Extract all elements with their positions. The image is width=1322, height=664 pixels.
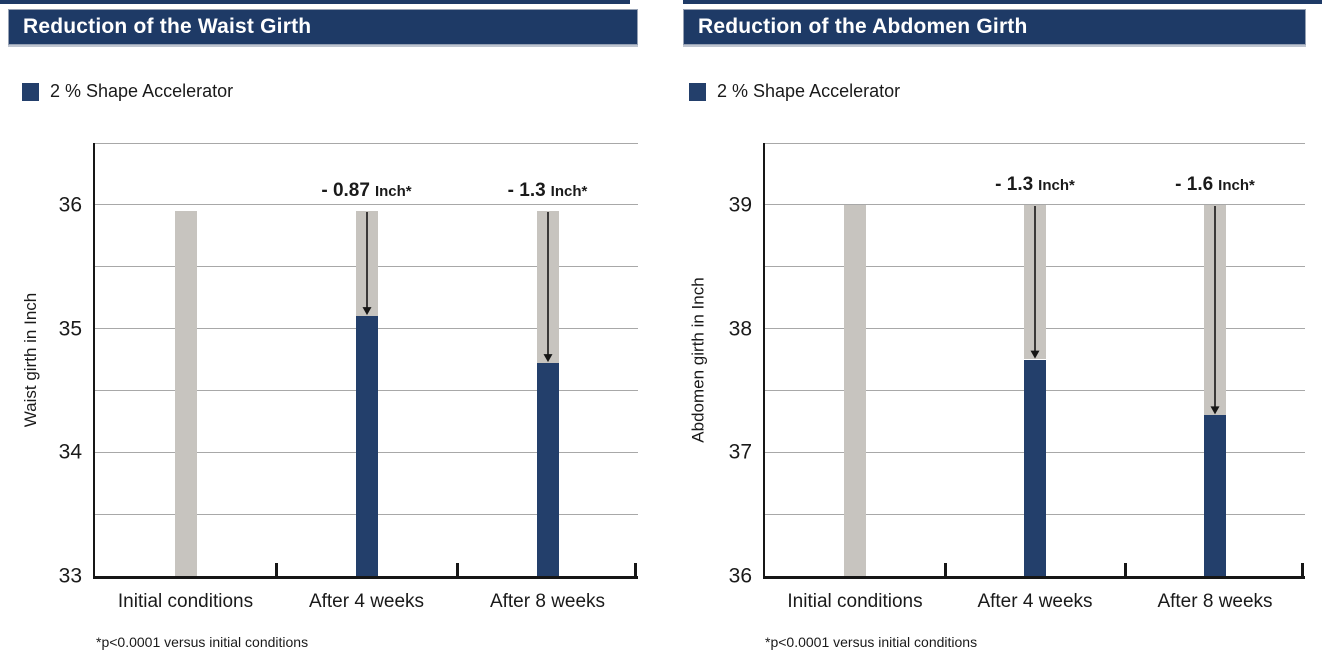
reduction-arrow-icon [543,212,552,363]
reduction-arrow-icon [1030,205,1040,359]
legend-swatch-icon [22,82,39,101]
y-axis-label-text: Abdomen girth in Inch [689,276,709,443]
footnote: *p<0.0001 versus initial conditions [765,634,978,650]
x-axis-tick [455,563,459,576]
legend-label: 2 % Shape Accelerator [717,81,901,101]
y-axis-tick-label: 39 [728,193,752,217]
bar-treated [1204,415,1226,576]
bar-treated [355,316,378,576]
plot-area: 36 37 38 39 Initial conditions - 1.3 Inch* Afte… [729,142,1305,612]
gridline [95,204,638,206]
waist-girth-chart: Waist girth in Inch 33 34 35 36 Initial cond… [0,0,660,664]
y-axis-tick-label: 36 [728,564,752,588]
bar-initial [844,204,866,576]
chart-title-bar: Reduction of the Abdomen Girth [683,9,1306,45]
footnote: *p<0.0001 versus initial conditions [96,634,309,650]
y-axis-tick-label: 35 [58,317,82,341]
reduction-annotation-value: - 1.3 [995,173,1034,195]
top-strip [683,0,1322,4]
y-axis-tick-label: 37 [728,440,752,464]
legend-swatch-icon [689,82,706,101]
y-axis-tick-label: 34 [58,440,82,464]
reduction-annotation-unit: Inch* [550,183,588,201]
x-axis-tick [1123,563,1127,576]
reduction-arrow-icon [362,212,371,316]
reduction-annotation: - 1.3 Inch* [995,174,1075,196]
reduction-annotation-unit: Inch* [1038,176,1075,194]
reduction-annotation-value: - 1.3 [507,180,546,202]
y-axis-tick-label: 38 [728,317,752,341]
reduction-annotation-unit: Inch* [1218,176,1255,194]
x-axis-category-label: Initial conditions [787,591,923,612]
waist-girth-panel: Reduction of the Waist Girth 2 % Shape A… [0,0,660,664]
chart-title: Reduction of the Waist Girth [23,15,312,38]
x-axis-category-label: After 4 weeks [308,591,425,612]
reduction-annotation: - 1.6 Inch* [1175,174,1255,196]
reduction-annotation-unit: Inch* [374,183,412,201]
x-axis-category-label: After 8 weeks [1157,591,1273,612]
plot-area: 33 34 35 36 Initial conditions - 0.87 Inch* Aft… [59,142,638,612]
y-axis-label-text: Waist girth in Inch [21,292,41,427]
abdomen-girth-panel: Reduction of the Abdomen Girth 2 % Shape… [662,0,1322,664]
x-axis-tick [943,563,947,576]
legend: 2 % Shape Accelerator [22,81,233,102]
chart-title-bar: Reduction of the Waist Girth [8,9,638,45]
reduction-annotation-value: - 1.6 [1175,173,1214,195]
x-axis-category-label: Initial conditions [117,591,254,612]
bar-treated [1024,359,1046,576]
bar-treated [536,363,559,576]
legend: 2 % Shape Accelerator [689,81,900,102]
x-axis-tick [274,563,278,576]
x-axis-category-label: After 4 weeks [977,591,1093,612]
gridline [95,142,638,144]
y-axis-label: Abdomen girth in Inch [688,143,710,576]
bar-initial [174,211,197,576]
reduction-arrow-icon [1210,205,1220,415]
abdomen-girth-chart: Abdomen girth in Inch 36 37 38 39 Initial co… [662,0,1322,664]
gridline [765,142,1305,144]
reduction-annotation-value: - 0.87 [321,180,370,202]
reduction-annotation: - 1.3 Inch* [508,180,588,202]
chart-title: Reduction of the Abdomen Girth [698,15,1028,38]
y-axis-tick-label: 33 [58,564,82,588]
reduction-annotation: - 0.87 Inch* [321,180,411,202]
y-axis-label: Waist girth in Inch [20,143,42,576]
y-axis-tick-label: 36 [58,193,82,217]
x-axis-category-label: After 8 weeks [489,591,606,612]
x-axis-tick [633,563,637,576]
x-axis-tick [1300,563,1304,576]
top-strip [0,0,630,4]
legend-label: 2 % Shape Accelerator [50,81,234,101]
